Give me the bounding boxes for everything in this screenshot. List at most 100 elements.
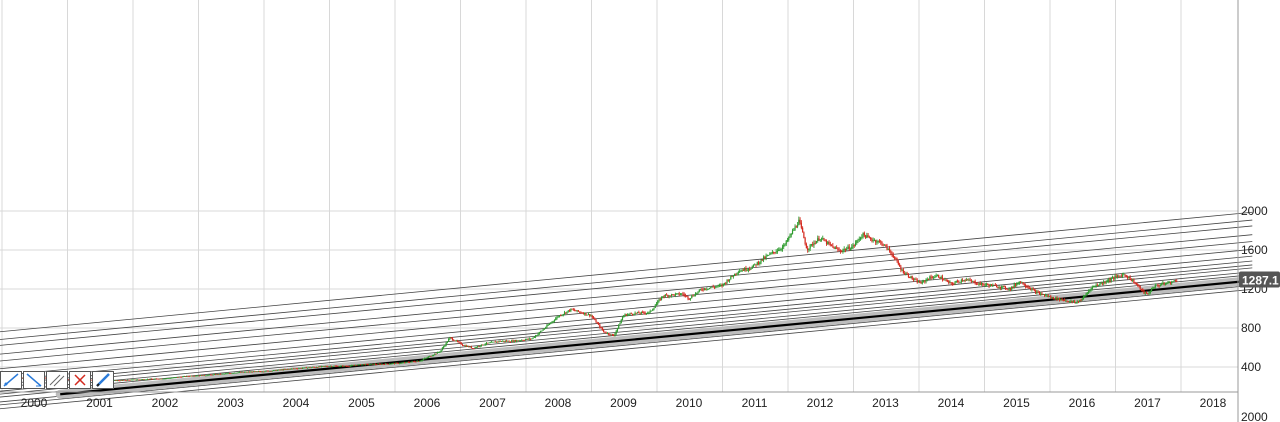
candle: [752, 264, 755, 268]
candle: [183, 375, 185, 378]
parallel-trend-line[interactable]: [0, 284, 1253, 406]
candle: [300, 367, 302, 369]
candle: [398, 362, 401, 365]
candle: [853, 244, 855, 248]
candle: [936, 274, 938, 277]
candle: [989, 283, 991, 287]
parallel-trend-line[interactable]: [0, 271, 1253, 392]
candle: [545, 326, 547, 330]
parallel-trend-line[interactable]: [0, 264, 1253, 385]
parallel-trend-line[interactable]: [0, 267, 1253, 388]
candle: [209, 374, 212, 376]
candle: [521, 339, 523, 341]
candle: [1026, 284, 1028, 288]
trend-lines[interactable]: [0, 211, 1257, 410]
candle: [1075, 302, 1077, 305]
parallel-trend-line[interactable]: [0, 288, 1253, 410]
candle: [919, 279, 921, 284]
candle: [198, 375, 200, 377]
x-tick-label: 2013: [872, 396, 899, 410]
candle: [959, 281, 961, 284]
candle: [822, 235, 824, 241]
candle: [736, 272, 738, 276]
candle: [1082, 294, 1085, 300]
candle: [391, 363, 393, 365]
parallel-trend-line[interactable]: [0, 260, 1253, 381]
parallel-tool-icon[interactable]: [46, 371, 68, 389]
candle: [812, 241, 814, 247]
candle: [871, 237, 873, 243]
parallel-trend-line[interactable]: [0, 248, 1253, 370]
candle: [377, 363, 379, 365]
candle: [620, 319, 622, 324]
candle: [897, 259, 899, 266]
candle: [1126, 275, 1129, 280]
parallel-trend-line[interactable]: [0, 211, 1253, 333]
candle: [723, 282, 726, 286]
candle: [179, 376, 181, 378]
candle: [581, 312, 583, 314]
candle: [643, 311, 645, 315]
candle: [642, 310, 644, 314]
parallel-trend-line[interactable]: [0, 219, 1253, 340]
candle: [557, 316, 559, 318]
candle: [1048, 295, 1051, 298]
candle: [265, 370, 267, 372]
candle: [851, 244, 853, 250]
candle: [291, 368, 294, 370]
candle: [870, 236, 872, 242]
candle: [376, 363, 378, 366]
candle: [420, 360, 422, 362]
candle: [357, 364, 359, 366]
candle: [1076, 299, 1078, 304]
candle: [899, 262, 901, 267]
candle: [222, 373, 224, 375]
candle: [475, 346, 477, 348]
parallel-trend-line[interactable]: [0, 225, 1253, 346]
candle: [395, 362, 397, 364]
candle: [793, 227, 795, 231]
parallel-trend-line[interactable]: [0, 241, 1253, 362]
candle: [909, 276, 911, 279]
candle: [872, 237, 874, 243]
parallel-trend-line[interactable]: [0, 255, 1253, 377]
candle: [246, 371, 248, 373]
candle: [832, 242, 834, 249]
parallel-trend-line[interactable]: [0, 234, 1253, 355]
delete-tool-icon[interactable]: [69, 371, 91, 389]
candle: [687, 295, 689, 301]
candle: [834, 246, 836, 250]
candle: [694, 292, 697, 297]
candle: [390, 363, 392, 365]
candle: [722, 283, 724, 287]
candle: [1085, 292, 1087, 297]
y-tick-label: 2000: [1241, 204, 1268, 218]
candle: [509, 341, 511, 343]
candle: [764, 255, 766, 260]
candle: [900, 264, 902, 273]
candle: [504, 340, 506, 343]
candle: [1008, 287, 1010, 292]
candle: [1114, 273, 1116, 281]
candle: [657, 300, 659, 306]
candle: [973, 280, 975, 284]
candle: [810, 243, 813, 247]
candle: [351, 364, 353, 367]
candle: [1111, 275, 1114, 279]
candle: [842, 248, 844, 254]
fib-tool-icon[interactable]: [23, 371, 45, 389]
candle: [788, 236, 790, 242]
candle: [168, 377, 170, 379]
candle: [201, 375, 203, 376]
main-trend-line[interactable]: [60, 279, 1253, 396]
candle: [324, 365, 326, 367]
candle: [474, 346, 476, 349]
candle: [145, 379, 147, 381]
trend-tool-icon[interactable]: [0, 371, 22, 389]
candle: [443, 345, 445, 349]
pencil-tool-icon[interactable]: [92, 371, 114, 389]
candle: [716, 286, 718, 288]
candle: [848, 244, 850, 251]
candle: [1067, 300, 1069, 303]
